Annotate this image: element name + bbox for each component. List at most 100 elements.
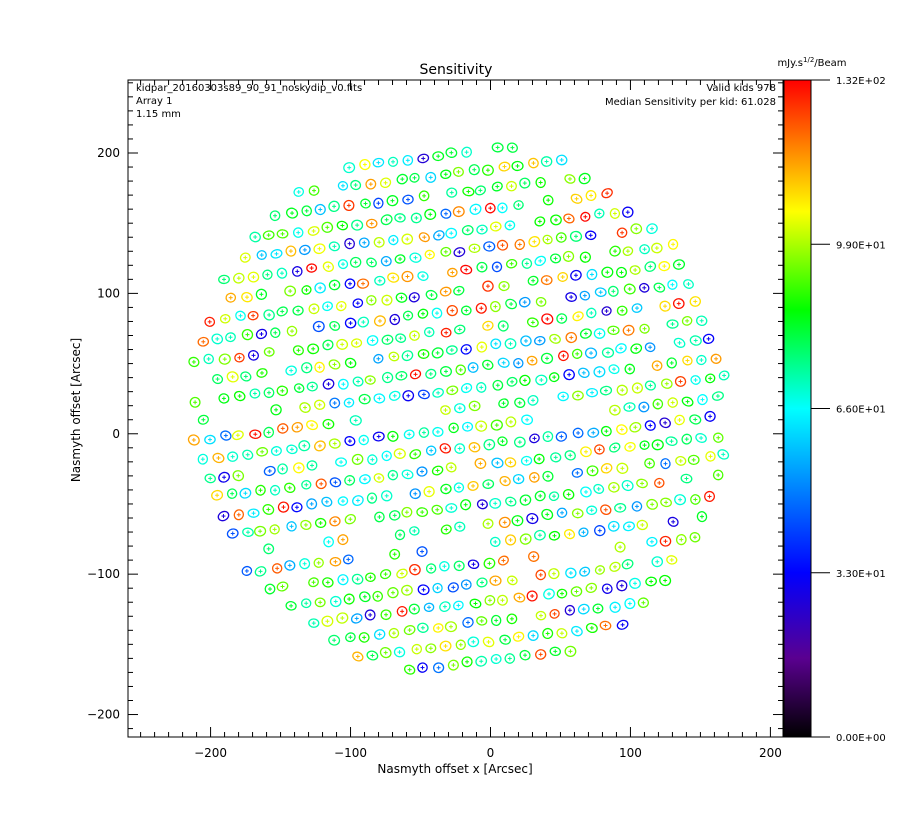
kid-ellipse [616, 619, 629, 630]
kid-marker [269, 210, 281, 222]
kid-marker [609, 442, 621, 453]
kid-marker [306, 460, 318, 471]
kid-marker [513, 436, 526, 448]
kid-marker [417, 662, 428, 673]
kid-marker [646, 223, 658, 235]
kid-marker [600, 463, 613, 474]
kid-marker [395, 371, 408, 381]
kid-marker [292, 345, 304, 356]
kid-ellipse [548, 530, 561, 541]
kid-marker [585, 582, 598, 594]
kid-ellipse [556, 313, 568, 324]
kid-marker [468, 442, 481, 453]
kid-ellipse [417, 389, 430, 400]
kid-ellipse [313, 557, 324, 568]
kid-ellipse [218, 471, 230, 483]
kid-ellipse [460, 344, 472, 355]
kid-ellipse [504, 338, 517, 350]
kid-marker [388, 390, 401, 401]
kid-marker [661, 378, 673, 389]
kid-ellipse [306, 420, 319, 431]
kid-ellipse [526, 355, 538, 366]
kid-ellipse [476, 261, 488, 273]
kid-ellipse [607, 325, 620, 336]
kid-marker [469, 203, 482, 215]
kid-ellipse [616, 227, 628, 238]
kid-marker [453, 247, 466, 258]
kid-ellipse [667, 516, 679, 527]
kid-ellipse [513, 436, 526, 448]
kid-marker [322, 339, 334, 351]
kid-ellipse [313, 243, 326, 255]
kid-marker [506, 142, 518, 153]
kid-marker [511, 160, 524, 172]
kid-ellipse [417, 349, 430, 359]
kid-marker [644, 342, 656, 353]
kid-marker [578, 367, 590, 378]
kid-marker [519, 649, 531, 661]
kid-ellipse [254, 525, 267, 537]
kid-ellipse [578, 367, 590, 378]
kid-ellipse [607, 520, 620, 532]
kid-ellipse [549, 333, 561, 344]
kid-marker [683, 279, 694, 289]
kid-marker [616, 266, 627, 278]
kid-ellipse [395, 292, 408, 303]
kid-marker [249, 429, 262, 439]
kid-ellipse [417, 153, 430, 164]
kid-ellipse [584, 347, 598, 359]
kid-marker [359, 158, 371, 171]
kid-ellipse [423, 602, 435, 613]
kid-marker [366, 295, 377, 306]
kid-marker [621, 479, 634, 492]
kid-ellipse [689, 414, 702, 425]
kid-ellipse [474, 457, 487, 469]
kid-ellipse [506, 575, 518, 586]
kid-marker [381, 334, 394, 345]
kid-marker [528, 157, 539, 169]
kid-marker [570, 586, 583, 597]
kid-marker [314, 282, 326, 294]
kid-marker [514, 397, 526, 409]
kid-ellipse [343, 199, 355, 212]
kid-marker [373, 197, 384, 209]
kid-marker [482, 359, 494, 370]
kid-ellipse [409, 563, 421, 576]
kid-ellipse [631, 382, 643, 394]
kid-marker [218, 471, 230, 483]
kid-marker [381, 294, 393, 306]
kid-ellipse [608, 364, 620, 375]
kid-ellipse [381, 371, 394, 384]
kid-ellipse [593, 483, 605, 494]
kid-marker [350, 179, 362, 191]
kid-marker [571, 508, 584, 519]
kid-marker [521, 258, 533, 269]
kid-marker [417, 308, 429, 319]
kid-ellipse [695, 433, 707, 443]
kid-ellipse [460, 499, 472, 511]
kid-marker [439, 443, 452, 454]
y-tick-label: 200 [97, 146, 120, 160]
kid-marker [629, 421, 642, 433]
annotation-wavelength: 1.15 mm [136, 109, 181, 120]
kid-marker [572, 427, 584, 439]
kid-marker [455, 639, 466, 651]
kid-marker [717, 449, 730, 460]
kid-ellipse [381, 334, 394, 345]
kid-ellipse [239, 252, 251, 263]
kid-marker [212, 374, 224, 385]
kid-marker [652, 398, 664, 410]
kid-marker [490, 614, 502, 626]
kid-ellipse [307, 226, 320, 236]
kid-ellipse [425, 368, 437, 380]
kid-ellipse [329, 556, 342, 567]
kid-marker [491, 181, 503, 192]
kid-marker [351, 573, 364, 585]
kid-ellipse [396, 173, 408, 185]
kid-ellipse [644, 420, 656, 431]
kid-ellipse [646, 223, 658, 235]
kid-ellipse [344, 513, 356, 525]
kid-ellipse [535, 569, 547, 581]
kid-ellipse [401, 584, 413, 596]
kid-marker [476, 616, 488, 626]
